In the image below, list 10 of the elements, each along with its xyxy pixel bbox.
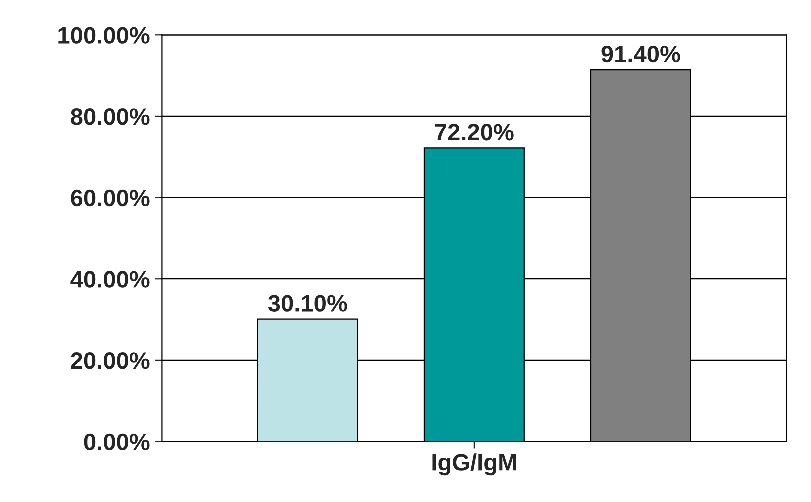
data-label: 30.10% <box>268 295 348 312</box>
y-tick-label: 40.00% <box>70 271 150 288</box>
y-tick-label: 20.00% <box>71 352 150 370</box>
y-tick-label: 60.00% <box>71 190 150 207</box>
data-label: 72.20% <box>435 124 514 141</box>
data-label: 91.40% <box>602 46 680 63</box>
y-tick-label: 80.00% <box>71 108 150 126</box>
x-tick-label: IgG/IgM <box>432 454 516 476</box>
y-tick-label: 0.00% <box>84 434 150 451</box>
y-tick-label: 100.00% <box>58 27 150 44</box>
